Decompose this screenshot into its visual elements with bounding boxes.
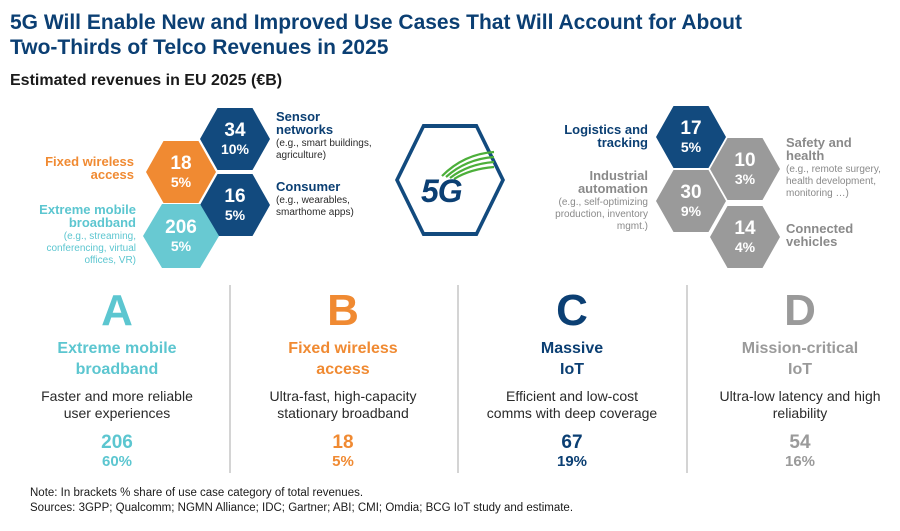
hex-industrial-automation: 30 9% [656, 170, 726, 232]
hex-value: 18 [170, 153, 192, 174]
category-b: B Fixed wireless access Ultra-fast, high-… [238, 288, 448, 471]
category-value: 54 [789, 432, 811, 453]
column-divider [686, 285, 688, 473]
label-fixed-wireless: Fixed wireless access [45, 154, 134, 182]
hex-value: 16 [224, 186, 246, 207]
footnote: Note: In brackets % share of use case ca… [30, 486, 573, 516]
category-letter: C [556, 286, 588, 335]
hex-sensor-networks: 34 10% [200, 108, 270, 170]
label-logistics: Logistics and tracking [564, 122, 648, 150]
hex-value: 30 [680, 182, 702, 203]
category-description: Efficient and low-cost comms with deep co… [486, 388, 658, 421]
category-d: D Mission-critical IoT Ultra-low latency … [695, 288, 900, 471]
category-description: Faster and more reliable user experiences [41, 388, 193, 421]
label-safety-health: Safety and health (e.g., remote surgery,… [786, 135, 881, 199]
column-divider [229, 285, 231, 473]
hex-value: 10 [734, 150, 756, 171]
hex-pct: 10% [220, 141, 250, 157]
title-line-1: 5G Will Enable New and Improved Use Case… [10, 11, 743, 34]
category-name: Extreme mobile broadband [57, 340, 177, 378]
category-value: 206 [101, 432, 133, 453]
column-divider [457, 285, 459, 473]
category-pct: 5% [332, 453, 354, 470]
category-a: A Extreme mobile broadband Faster and mor… [12, 288, 222, 471]
footnote-note: Note: In brackets % share of use case ca… [30, 487, 364, 499]
hex-pct: 4% [734, 239, 756, 255]
hex-logistics: 17 5% [656, 106, 726, 168]
hex-pct: 3% [734, 171, 756, 187]
signal-waves-icon [441, 150, 495, 180]
footnote-sources: Sources: 3GPP; Qualcomm; NGMN Alliance; … [30, 502, 574, 514]
label-sensor-networks: Sensor networks (e.g., smart buildings, a… [276, 109, 372, 161]
hex-connected-vehicles: 14 4% [710, 206, 780, 268]
category-pct: 16% [784, 453, 816, 470]
category-pct: 19% [556, 453, 588, 470]
category-value: 67 [561, 432, 583, 453]
label-consumer: Consumer (e.g., wearables, smarthome apps… [276, 179, 354, 218]
title-line-2: Two-Thirds of Telco Revenues in 2025 [10, 36, 389, 59]
hex-value: 206 [165, 217, 197, 238]
category-letter: B [327, 286, 359, 335]
page-title: 5G Will Enable New and Improved Use Case… [10, 10, 870, 60]
category-description: Ultra-fast, high-capacity stationary broa… [269, 388, 417, 421]
category-c: C Massive IoT Efficient and low-cost comms… [467, 288, 677, 471]
category-letter: D [784, 286, 816, 335]
category-name: Mission-critical IoT [741, 340, 859, 378]
label-extreme-mobile-broadband: Extreme mobile broadband (e.g., streamin… [39, 202, 136, 266]
category-letter: A [101, 286, 133, 335]
category-description: Ultra-low latency and high reliability [719, 388, 881, 421]
hex-pct: 5% [170, 174, 192, 190]
hex-pct: 9% [680, 203, 702, 219]
label-industrial-automation: Industrial automation (e.g., self-optimi… [555, 168, 648, 232]
hex-pct: 5% [680, 139, 702, 155]
hex-pct: 5% [224, 207, 246, 223]
category-pct: 60% [101, 453, 133, 470]
hex-value: 17 [680, 118, 702, 139]
category-value: 18 [332, 432, 354, 453]
hex-fixed-wireless: 18 5% [146, 141, 216, 203]
hex-value: 34 [224, 120, 246, 141]
hex-safety-health: 10 3% [710, 138, 780, 200]
category-name: Fixed wireless access [288, 340, 398, 378]
hex-pct: 5% [170, 238, 192, 254]
label-connected-vehicles: Connected vehicles [786, 221, 854, 249]
5g-logo: 5G [421, 173, 463, 209]
page-subtitle: Estimated revenues in EU 2025 (€B) [10, 72, 283, 89]
hex-value: 14 [734, 218, 756, 239]
category-name: Massive IoT [540, 340, 604, 378]
